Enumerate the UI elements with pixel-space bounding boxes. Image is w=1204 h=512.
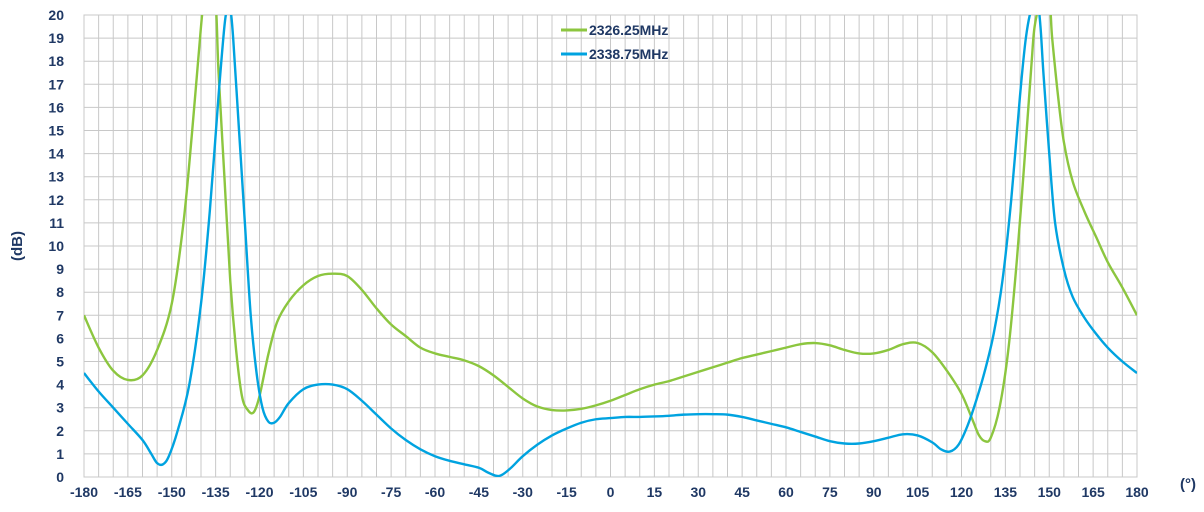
y-tick-label: 18 xyxy=(48,53,64,69)
x-tick-label: 60 xyxy=(778,484,794,500)
y-tick-label: 16 xyxy=(48,99,64,115)
x-tick-label: 105 xyxy=(906,484,930,500)
grid xyxy=(83,14,1138,478)
x-tick-label: -180 xyxy=(70,484,98,500)
y-tick-label: 15 xyxy=(48,123,64,139)
y-axis-label: (dB) xyxy=(9,231,26,261)
y-tick-label: 6 xyxy=(56,330,64,346)
x-axis-label: (°) xyxy=(1180,476,1196,493)
y-tick-label: 11 xyxy=(49,215,64,231)
x-tick-label: 165 xyxy=(1081,484,1105,500)
y-tick-label: 19 xyxy=(48,30,64,46)
x-tick-label: -90 xyxy=(337,484,357,500)
legend-entry-label: 2338.75MHz xyxy=(589,46,668,62)
y-tick-label: 0 xyxy=(56,469,64,485)
series-line-2 xyxy=(84,15,1137,477)
x-tick-label: -60 xyxy=(425,484,445,500)
y-tick-label: 12 xyxy=(48,192,64,208)
y-tick-label: 5 xyxy=(56,354,64,370)
y-tick-label: 13 xyxy=(48,169,64,185)
y-tick-label: 14 xyxy=(48,146,64,162)
x-tick-label: 30 xyxy=(690,484,706,500)
x-tick-label: 0 xyxy=(607,484,615,500)
x-tick-label: 180 xyxy=(1125,484,1149,500)
series-line-1 xyxy=(84,15,1137,443)
x-tick-label: -15 xyxy=(557,484,577,500)
x-tick-label: 75 xyxy=(822,484,838,500)
plot-area-border xyxy=(83,14,1138,478)
x-tick-label: -75 xyxy=(381,484,401,500)
series-lines xyxy=(84,15,1137,477)
x-tick-label: -150 xyxy=(158,484,186,500)
y-tick-label: 17 xyxy=(48,76,64,92)
y-tick-label: 3 xyxy=(56,400,64,416)
y-tick-label: 7 xyxy=(56,307,64,323)
x-tick-label: -135 xyxy=(202,484,230,500)
x-tick-label: 15 xyxy=(647,484,663,500)
x-axis-tick-labels: -180 -165 -150 -135 -120 -105 -90 -75 -60 -45 -30-… xyxy=(70,484,1149,500)
y-tick-label: 2 xyxy=(56,423,64,439)
y-tick-label: 10 xyxy=(48,238,64,254)
y-tick-label: 4 xyxy=(56,377,64,393)
x-tick-label: 120 xyxy=(950,484,974,500)
x-tick-label: -165 xyxy=(114,484,142,500)
x-tick-label: 150 xyxy=(1038,484,1062,500)
y-tick-label: 1 xyxy=(56,446,64,462)
x-tick-label: -45 xyxy=(469,484,489,500)
x-tick-label: 135 xyxy=(994,484,1018,500)
legend: 2326.25MHz 2338.75MHz xyxy=(561,22,668,62)
x-tick-label: 45 xyxy=(734,484,750,500)
y-tick-label: 8 xyxy=(56,284,64,300)
y-tick-label: 9 xyxy=(56,261,64,277)
x-tick-label: 90 xyxy=(866,484,882,500)
x-tick-label: -120 xyxy=(245,484,273,500)
legend-entry-label: 2326.25MHz xyxy=(589,22,668,38)
x-tick-label: -105 xyxy=(289,484,317,500)
x-tick-label: -30 xyxy=(513,484,533,500)
y-tick-label: 20 xyxy=(48,7,64,23)
